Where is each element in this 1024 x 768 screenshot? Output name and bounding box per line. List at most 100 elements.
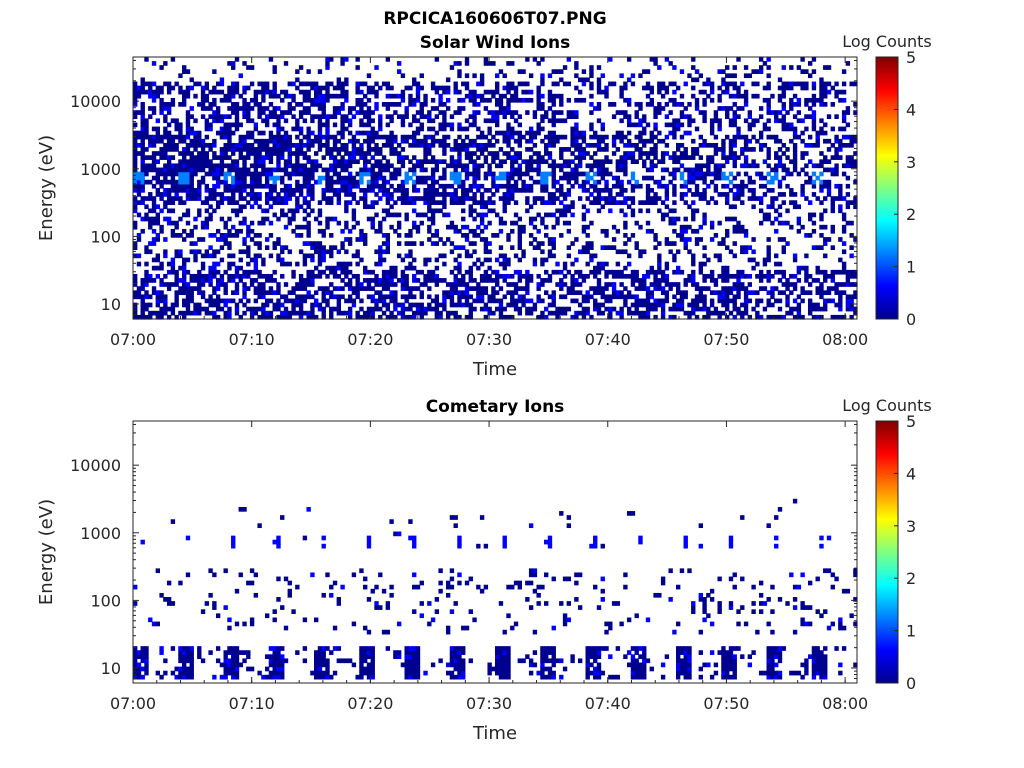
spectrogram-cell: [808, 200, 812, 205]
spectrogram-cell: [495, 213, 499, 218]
spectrogram-cell: [699, 307, 703, 312]
spectrogram-cell: [412, 102, 416, 107]
spectrogram-cell: [227, 139, 231, 144]
spectrogram-cell: [717, 168, 721, 173]
spectrogram-cell: [657, 102, 661, 107]
spectrogram-cell: [552, 139, 556, 144]
spectrogram-cell: [201, 155, 205, 160]
spectrogram-cell: [438, 98, 442, 103]
spectrogram-cell: [484, 90, 488, 95]
spectrogram-cell: [748, 73, 752, 78]
spectrogram-cell: [653, 147, 657, 152]
spectrogram-cell: [461, 82, 465, 87]
spectrogram-cell: [269, 102, 273, 107]
spectrogram-cell: [646, 290, 650, 295]
spectrogram-cell: [412, 163, 416, 168]
spectrogram-cell: [205, 188, 209, 193]
spectrogram-cell: [521, 82, 525, 87]
spectrogram-cell: [280, 147, 284, 152]
spectrogram-cell: [216, 282, 220, 287]
spectrogram-cell: [235, 282, 239, 287]
spectrogram-cell: [152, 311, 156, 316]
spectrogram-cell: [668, 61, 672, 66]
spectrogram-cell: [310, 168, 314, 173]
spectrogram-cell: [548, 196, 552, 201]
spectrogram-cell: [680, 110, 684, 115]
spectrogram-cell: [420, 163, 424, 168]
spectrogram-cell: [480, 237, 484, 242]
spectrogram-cell: [367, 139, 371, 144]
spectrogram-cell: [808, 274, 812, 279]
spectrogram-cell: [352, 213, 356, 218]
spectrogram-cell: [495, 184, 499, 189]
spectrogram-cell: [672, 102, 676, 107]
spectrogram-cell: [235, 176, 239, 181]
spectrogram-cell: [306, 168, 310, 173]
spectrogram-cell: [721, 82, 725, 87]
spectrogram-cell: [751, 180, 755, 185]
spectrogram-cell: [789, 102, 793, 107]
spectrogram-cell: [133, 151, 137, 156]
spectrogram-cell: [793, 204, 797, 209]
spectrogram-cell: [205, 118, 209, 123]
spectrogram-cell: [435, 307, 439, 312]
spectrogram-cell: [499, 94, 503, 99]
spectrogram-cell: [359, 98, 363, 103]
spectrogram-cell: [514, 151, 518, 156]
spectrogram-cell: [793, 168, 797, 173]
spectrogram-cell: [299, 151, 303, 156]
spectrogram-cell: [778, 237, 782, 242]
spectrogram-cell: [186, 172, 190, 177]
spectrogram-cell: [352, 147, 356, 152]
spectrogram-cell: [740, 286, 744, 291]
spectrogram-cell: [201, 278, 205, 283]
spectrogram-cell: [480, 204, 484, 209]
spectrogram-cell: [525, 159, 529, 164]
spectrogram-cell: [616, 274, 620, 279]
spectrogram-cell: [148, 221, 152, 226]
spectrogram-cell: [393, 282, 397, 287]
spectrogram-cell: [152, 176, 156, 181]
spectrogram-cell: [729, 147, 733, 152]
spectrogram-cell: [552, 176, 556, 181]
spectrogram-cell: [691, 118, 695, 123]
spectrogram-cell: [472, 159, 476, 164]
spectrogram-cell: [299, 188, 303, 193]
spectrogram-cell: [563, 172, 567, 177]
spectrogram-cell: [340, 147, 344, 152]
spectrogram-cell: [310, 258, 314, 263]
spectrogram-cell: [484, 61, 488, 66]
spectrogram-cell: [616, 311, 620, 316]
spectrogram-cell: [646, 176, 650, 181]
spectrogram-cell: [371, 270, 375, 275]
spectrogram-cell: [163, 82, 167, 87]
panel-title: Solar Wind Ions: [420, 33, 571, 53]
spectrogram-cell: [408, 168, 412, 173]
spectrogram-cell: [224, 225, 228, 230]
spectrogram-cell: [623, 188, 627, 193]
spectrogram-cell: [767, 217, 771, 222]
spectrogram-cell: [246, 249, 250, 254]
spectrogram-cell: [503, 204, 507, 209]
spectrogram-cell: [318, 143, 322, 148]
spectrogram-cell: [148, 249, 152, 254]
spectrogram-cell: [548, 131, 552, 136]
spectrogram-cell: [695, 282, 699, 287]
spectrogram-cell: [454, 225, 458, 230]
spectrogram-cell: [548, 237, 552, 242]
spectrogram-cell: [137, 110, 141, 115]
spectrogram-cell: [751, 196, 755, 201]
spectrogram-cell: [420, 143, 424, 148]
spectrogram-cell: [310, 307, 314, 312]
spectrogram-cell: [506, 135, 510, 140]
spectrogram-cell: [374, 303, 378, 308]
spectrogram-cell: [536, 299, 540, 304]
spectrogram-cell: [465, 82, 469, 87]
spectrogram-cell: [593, 188, 597, 193]
spectrogram-cell: [668, 131, 672, 136]
spectrogram-cell: [171, 262, 175, 267]
spectrogram-cell: [729, 143, 733, 148]
spectrogram-cell: [389, 192, 393, 197]
spectrogram-cell: [340, 168, 344, 173]
spectrogram-cell: [702, 118, 706, 123]
